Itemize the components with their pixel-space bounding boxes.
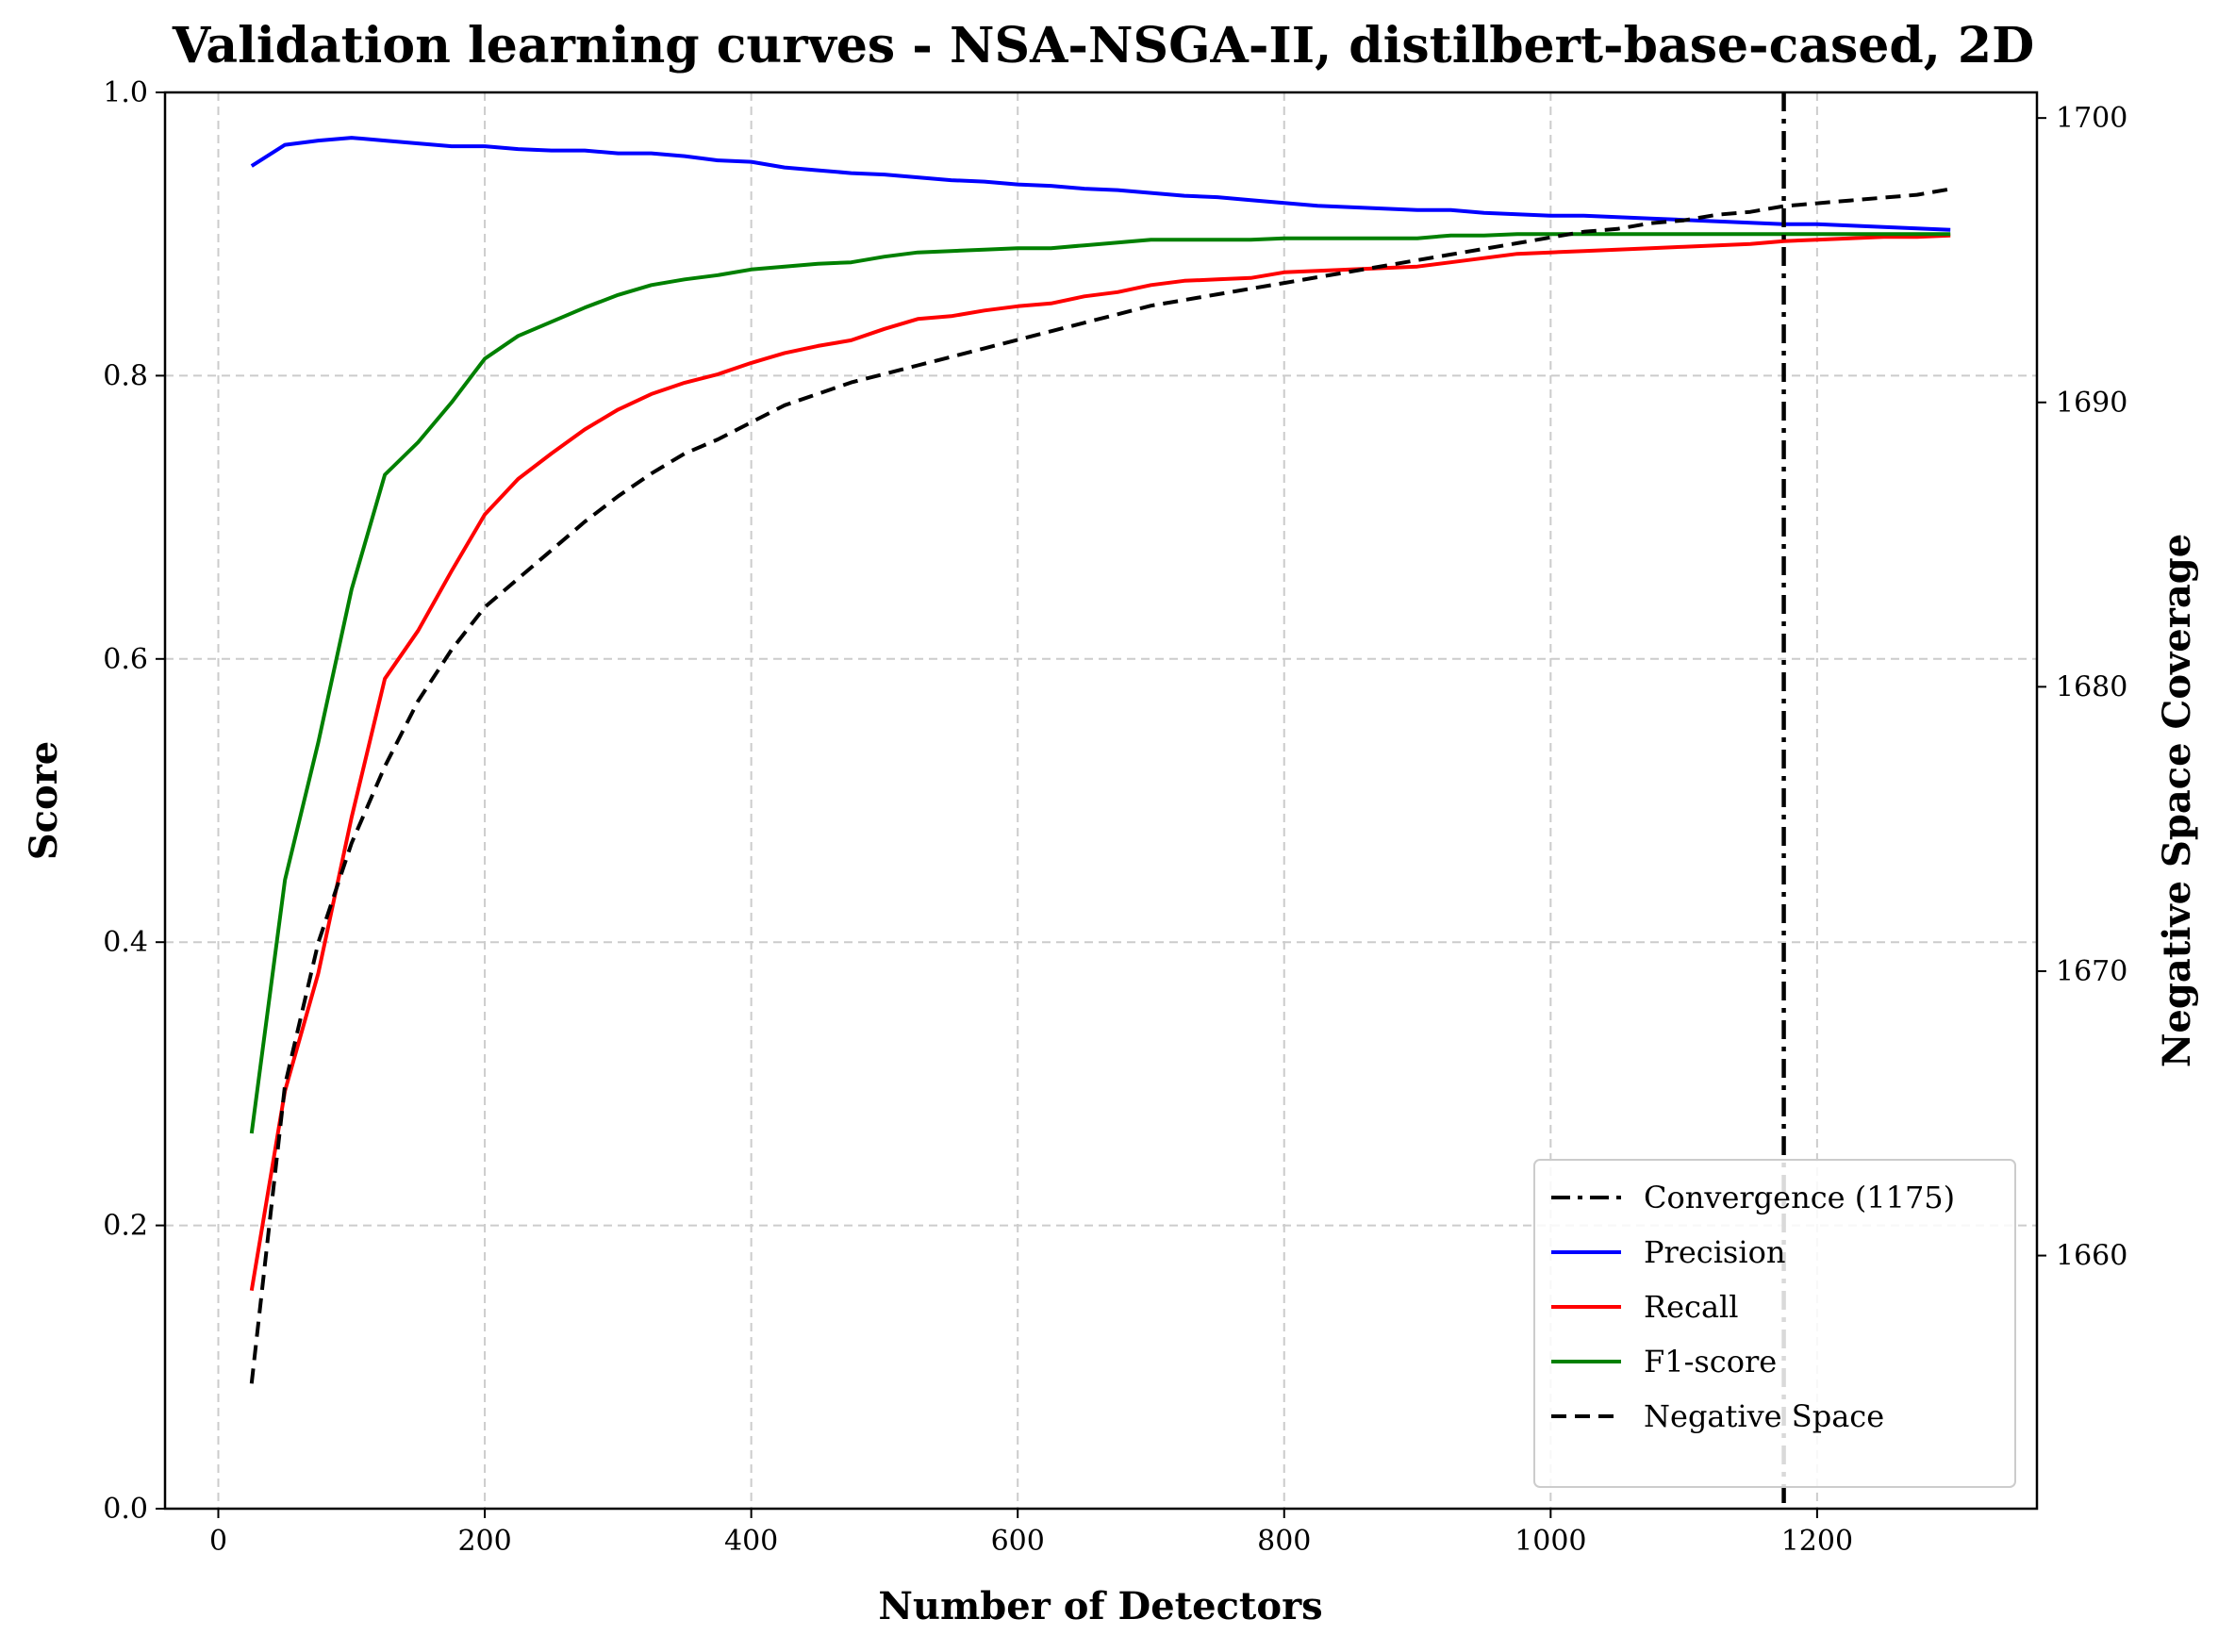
y2-axis-label: Negative Space Coverage: [2155, 534, 2199, 1067]
x-tick-label: 0: [209, 1525, 227, 1558]
x-tick-label: 600: [991, 1525, 1045, 1558]
series-layer: [249, 92, 1951, 1509]
legend-label-f1-score: F1-score: [1644, 1344, 1777, 1379]
legend: Convergence (1175) Precision Recall F1-scor…: [1533, 1159, 2016, 1488]
series-line-negative-space: [249, 187, 1951, 1384]
y2-tick-label: 1700: [2056, 102, 2127, 135]
plot-frame: [163, 91, 2039, 1511]
y2-tick-label: 1670: [2056, 955, 2127, 988]
x-tick-label: 1200: [1781, 1525, 1853, 1558]
series-line-precision: [250, 136, 1951, 232]
x-tick-label: 800: [1257, 1525, 1311, 1558]
y2-tick-label: 1690: [2056, 387, 2127, 420]
y2-tick-label: 1660: [2056, 1240, 2127, 1273]
y-axis-label: Score: [22, 741, 66, 860]
series-line-f1-score: [249, 232, 1951, 1134]
x-tick-label: 200: [457, 1525, 511, 1558]
x-axis-label: Number of Detectors: [878, 1584, 1322, 1628]
y-tick-label: 1.0: [103, 76, 148, 109]
chart-title: Validation learning curves - NSA-NSGA-II…: [172, 17, 2034, 74]
x-tick-label: 1000: [1515, 1525, 1586, 1558]
y-tick-label: 0.8: [103, 359, 148, 392]
series-line-recall: [249, 233, 1951, 1292]
y-tick-label: 0.0: [103, 1493, 148, 1526]
y2-tick-label: 1680: [2056, 670, 2127, 703]
y-tick-label: 0.6: [103, 643, 148, 676]
y-tick-label: 0.2: [103, 1210, 148, 1243]
legend-label-recall: Recall: [1644, 1289, 1739, 1325]
legend-label-convergence-1175: Convergence (1175): [1644, 1180, 1955, 1215]
legend-box: [1533, 1159, 2016, 1488]
legend-label-negative-space: Negative Space: [1644, 1398, 1884, 1434]
tick-layer: 0 200 400 600 800 1000 1200 0.0 0.2 0.4 0.6 0.8 1.0 1…: [103, 76, 2127, 1558]
x-tick-label: 400: [724, 1525, 778, 1558]
legend-label-precision: Precision: [1644, 1234, 1785, 1270]
y-tick-label: 0.4: [103, 926, 148, 959]
